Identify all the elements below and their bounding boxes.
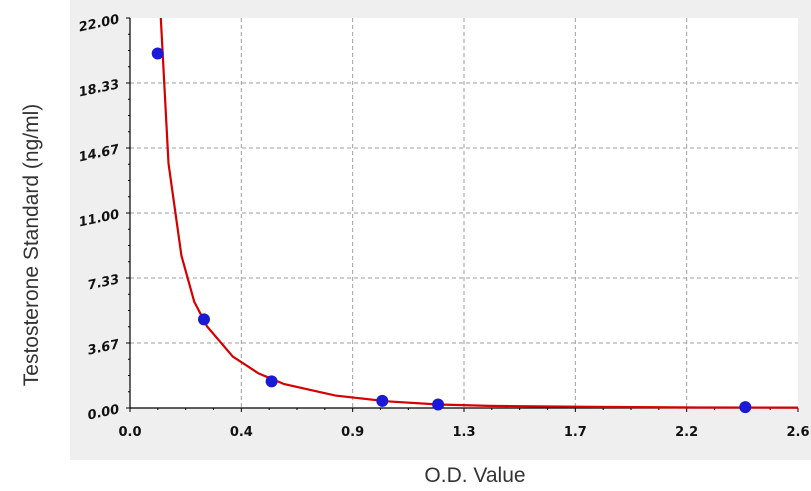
x-tick-label: 1.3 [452, 425, 475, 440]
x-axis-title: O.D. Value [424, 464, 525, 487]
data-point [432, 399, 444, 411]
x-tick-label: 0.9 [341, 425, 364, 440]
x-tick-label: 0.0 [118, 425, 141, 440]
data-point [739, 401, 751, 413]
x-tick-label: 2.6 [786, 425, 809, 440]
data-point [266, 375, 278, 387]
y-axis-title: Testosterone Standard (ng/ml) [20, 104, 43, 386]
data-point [152, 48, 164, 60]
x-tick-label: 1.7 [564, 425, 587, 440]
data-point [376, 395, 388, 407]
x-tick-label: 2.2 [675, 425, 698, 440]
x-tick-label: 0.4 [230, 425, 253, 440]
data-point [198, 313, 210, 325]
